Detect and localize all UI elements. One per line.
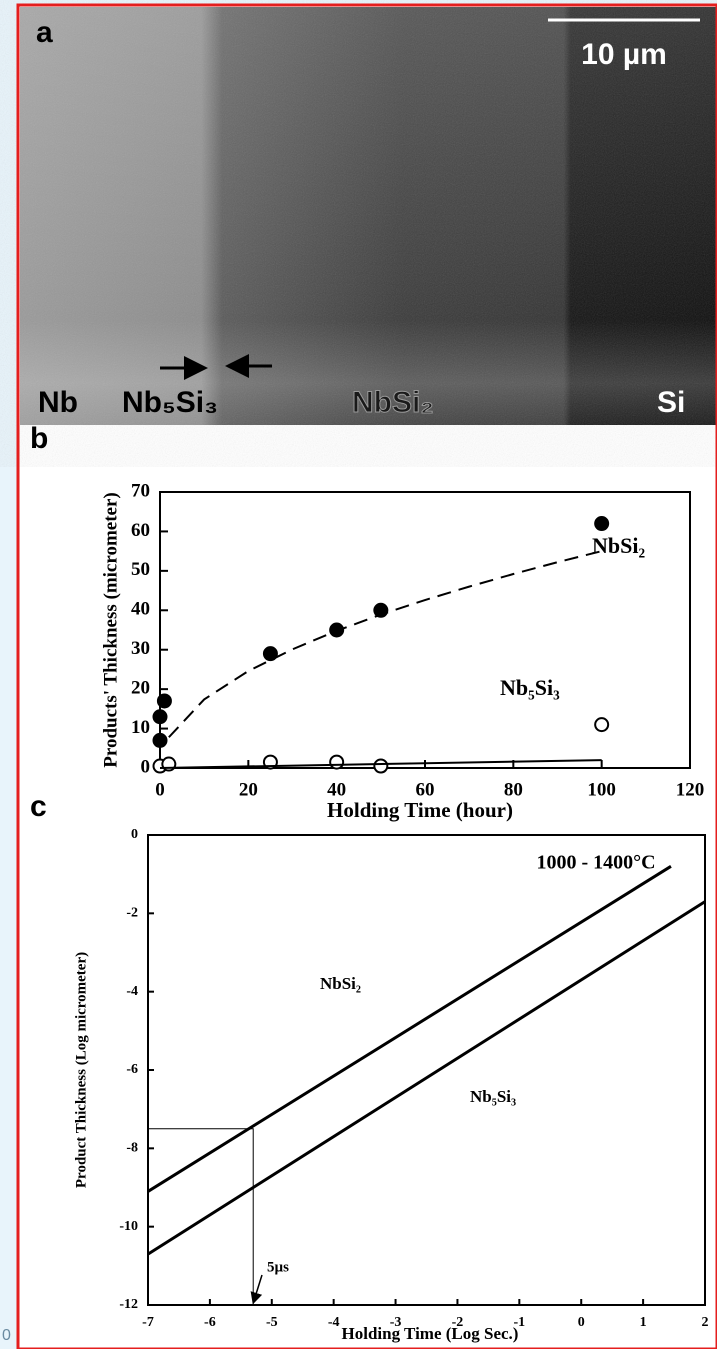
- data-point: [262, 646, 278, 662]
- scale-bar-label: 10 µm: [581, 38, 667, 71]
- y-tick-label: 70: [131, 480, 150, 501]
- data-line: [148, 1128, 254, 1305]
- data-line: [147, 865, 672, 1193]
- region-label: Si: [657, 386, 685, 419]
- data-line: [159, 759, 602, 769]
- y-tick-label: 60: [131, 520, 150, 541]
- side-text: 0: [2, 1327, 11, 1344]
- y-tick-label: 10: [131, 717, 150, 738]
- x-tick-label: -7: [142, 1315, 154, 1330]
- x-tick-label: 120: [676, 779, 705, 800]
- y-tick-label: -10: [119, 1219, 138, 1234]
- data-point: [594, 516, 610, 532]
- x-tick-label: 1: [640, 1315, 647, 1330]
- x-tick-label: -5: [266, 1315, 278, 1330]
- y-tick-label: -8: [126, 1141, 138, 1156]
- x-axis-label: Holding Time (Log Sec.): [342, 1324, 519, 1343]
- y-tick-label: 40: [131, 599, 150, 620]
- frame: [16, 3, 717, 1349]
- y-axis-label: Products' Thickness (micrometer): [100, 492, 121, 767]
- x-tick-label: -6: [204, 1315, 216, 1330]
- y-tick-label: 50: [131, 559, 150, 580]
- data-point: [594, 717, 610, 733]
- y-tick-label: -2: [126, 906, 138, 921]
- y-tick-label: 0: [131, 827, 138, 842]
- data-point: [152, 709, 168, 725]
- annotation: 5µs: [267, 1259, 289, 1275]
- x-axis-label: Holding Time (hour): [327, 798, 513, 822]
- x-tick-label: -2: [452, 1315, 464, 1330]
- data-point: [156, 693, 172, 709]
- x-tick-label: 0: [155, 779, 165, 800]
- micrograph-grain: [20, 7, 717, 425]
- region-label: Nb: [38, 386, 78, 419]
- data-point: [329, 754, 345, 770]
- y-axis-label: Product Thickness (Log micrometer): [73, 952, 89, 1188]
- series-label: Nb₅Si₃: [500, 675, 560, 700]
- x-tick-label: -4: [328, 1315, 340, 1330]
- panel-label: b: [30, 422, 48, 455]
- x-tick-label: 80: [504, 779, 523, 800]
- annotation: 1000 - 1400°C: [536, 852, 655, 874]
- panel-label: c: [30, 790, 47, 823]
- y-tick-label: 0: [141, 756, 151, 777]
- data-point: [373, 758, 389, 774]
- series-label: NbSi₂: [592, 533, 645, 558]
- x-tick-label: 2: [702, 1315, 709, 1330]
- x-tick-label: -3: [390, 1315, 402, 1330]
- micrograph: [20, 7, 717, 425]
- data-line: [168, 550, 602, 738]
- x-tick-label: 20: [239, 779, 258, 800]
- x-tick-label: 60: [416, 779, 435, 800]
- y-tick-label: 30: [131, 638, 150, 659]
- y-tick-label: -4: [126, 984, 138, 999]
- y-tick-label: -6: [126, 1062, 138, 1077]
- x-tick-label: 100: [587, 779, 616, 800]
- data-line: [147, 900, 706, 1256]
- region-label: Nb₅Si₃: [122, 386, 218, 419]
- panel-label: a: [36, 16, 53, 49]
- y-tick-label: 20: [131, 678, 150, 699]
- x-tick-label: 0: [578, 1315, 585, 1330]
- x-tick-label: 40: [327, 779, 346, 800]
- series-label: Nb₅Si₃: [470, 1087, 516, 1106]
- y-tick-label: -12: [119, 1297, 138, 1312]
- data-point: [152, 732, 168, 748]
- arrow: [250, 1274, 263, 1305]
- region-label: NbSi₂: [352, 386, 434, 419]
- series-label: NbSi₂: [320, 974, 361, 993]
- x-tick-label: -1: [513, 1315, 525, 1330]
